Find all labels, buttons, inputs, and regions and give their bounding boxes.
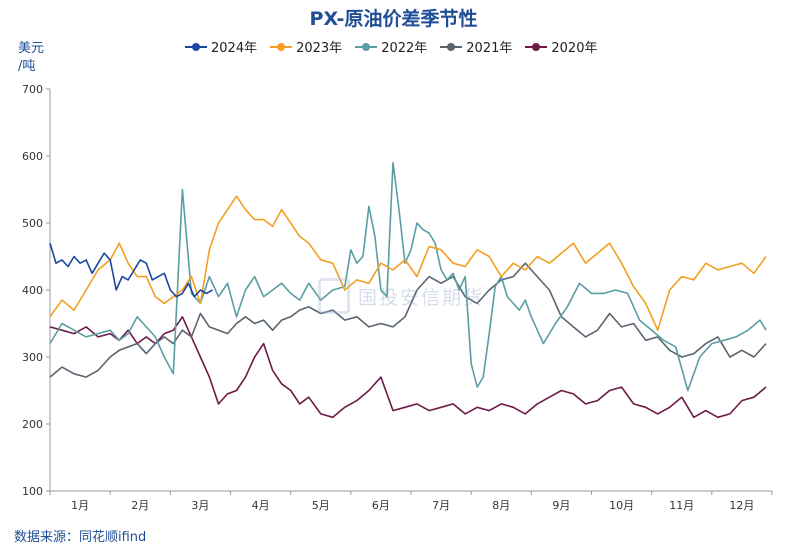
x-tick-label-4: 4月 bbox=[252, 499, 270, 512]
legend-label-2023: 2023年 bbox=[296, 41, 343, 56]
legend-swatch-2020 bbox=[525, 42, 548, 51]
y-tick-label-500: 500 bbox=[22, 217, 43, 230]
x-tick-label-2: 2月 bbox=[131, 499, 149, 512]
y-tick-label-100: 100 bbox=[22, 485, 43, 498]
legend-label-2024: 2024年 bbox=[211, 41, 258, 56]
x-tick-label-5: 5月 bbox=[312, 499, 330, 512]
x-tick-label-6: 6月 bbox=[372, 499, 390, 512]
x-tick-label-1: 1月 bbox=[71, 499, 89, 512]
series-layer bbox=[49, 161, 767, 419]
x-tick-label-3: 3月 bbox=[191, 499, 209, 512]
series-line-2023 bbox=[49, 195, 767, 332]
y-tick-label-600: 600 bbox=[22, 150, 43, 163]
legend-swatch-2022 bbox=[355, 42, 378, 51]
x-tick-label-8: 8月 bbox=[492, 499, 510, 512]
legend-swatch-2024 bbox=[185, 42, 207, 51]
y-tick-label-300: 300 bbox=[22, 351, 43, 364]
series-line-2022 bbox=[49, 161, 767, 392]
series-line-2020 bbox=[49, 315, 767, 419]
chart-title: PX-原油价差季节性 bbox=[309, 8, 478, 30]
legend-item-2022[interactable]: 2022年 bbox=[355, 37, 427, 56]
x-tick-label-11: 11月 bbox=[669, 499, 694, 512]
series-line-2021 bbox=[49, 262, 767, 378]
series-line-2024 bbox=[49, 242, 213, 298]
source-note: 数据来源：同花顺ifind bbox=[14, 530, 147, 545]
legend-label-2020: 2020年 bbox=[551, 41, 598, 56]
legend-swatch-2021 bbox=[440, 42, 463, 51]
legend-item-2021[interactable]: 2021年 bbox=[440, 37, 512, 56]
axes: 100 200 300 400 500 600 700 1月 2月 3月 4月 5月 6月 7月 8月 9月 1… bbox=[22, 83, 773, 512]
y-axis-unit-line-1: 美元 bbox=[18, 41, 45, 56]
x-tick-label-7: 7月 bbox=[432, 499, 450, 512]
legend: 2024年 2023年 2022年 2021年 2020年 bbox=[185, 37, 597, 56]
legend-item-2020[interactable]: 2020年 bbox=[525, 37, 597, 56]
y-tick-label-400: 400 bbox=[22, 284, 43, 297]
y-tick-label-700: 700 bbox=[22, 83, 43, 96]
legend-item-2024[interactable]: 2024年 bbox=[185, 37, 257, 56]
x-tick-label-9: 9月 bbox=[552, 499, 570, 512]
y-axis-unit: 美元 /吨 bbox=[18, 40, 44, 76]
y-tick-label-200: 200 bbox=[22, 418, 43, 431]
legend-label-2021: 2021年 bbox=[466, 41, 513, 56]
legend-label-2022: 2022年 bbox=[381, 41, 428, 56]
legend-swatch-2023 bbox=[270, 42, 293, 51]
y-axis-unit-line-2: /吨 bbox=[18, 59, 36, 74]
x-tick-label-10: 10月 bbox=[609, 499, 634, 512]
legend-item-2023[interactable]: 2023年 bbox=[270, 37, 342, 56]
x-tick-label-12: 12月 bbox=[729, 499, 754, 512]
